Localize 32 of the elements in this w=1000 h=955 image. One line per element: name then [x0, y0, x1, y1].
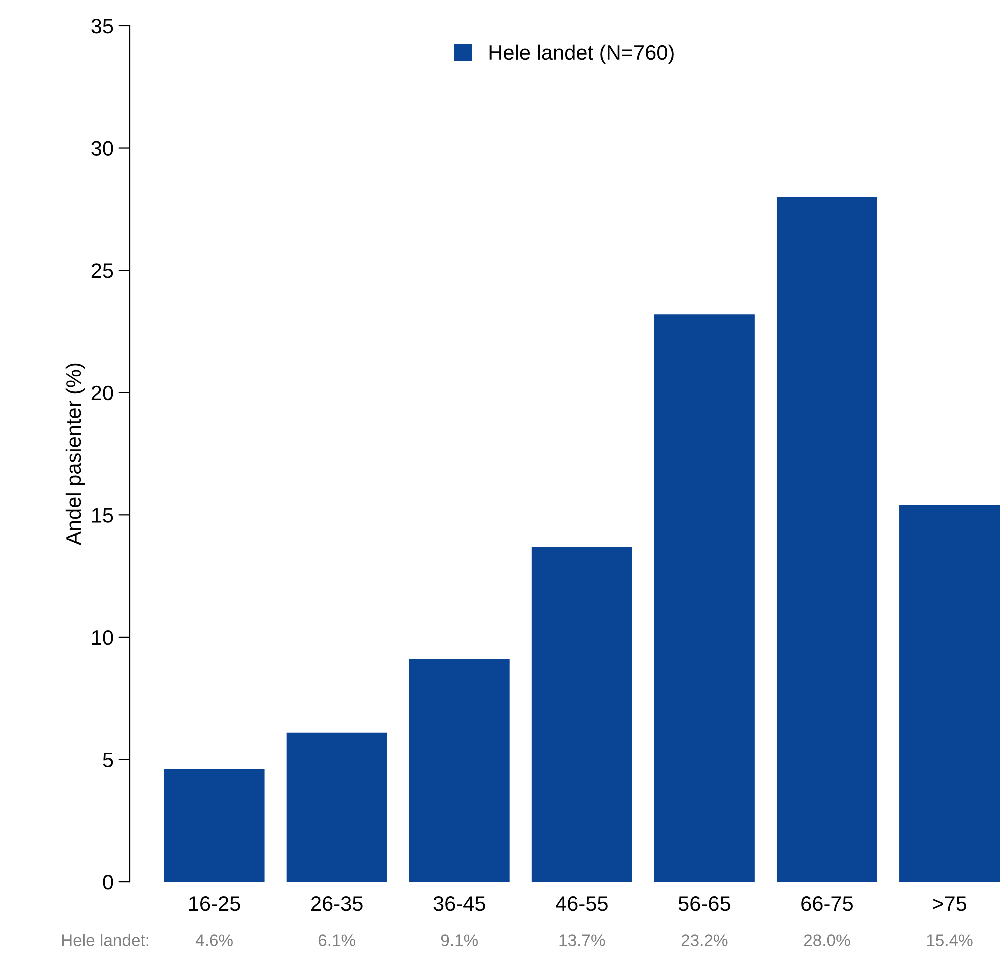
data-label: 6.1%	[318, 934, 356, 946]
bar	[532, 546, 632, 882]
y-tick-label: 20	[92, 386, 114, 401]
y-tick-label: 0	[103, 875, 114, 890]
bar	[654, 314, 755, 882]
data-label: 23.2%	[682, 934, 728, 946]
bar	[409, 659, 510, 882]
data-label: 4.6%	[196, 934, 233, 946]
y-tick-label: 25	[92, 264, 114, 278]
data-label: 28.0%	[804, 934, 850, 946]
x-tick-label: 26-35	[311, 896, 363, 912]
y-tick-label: 10	[92, 630, 114, 646]
y-tick-label: 35	[92, 18, 114, 34]
data-label: 15.4%	[927, 934, 973, 946]
x-tick-label: >75	[933, 896, 967, 912]
text: Hele landet:	[62, 934, 148, 946]
data-label: 13.7%	[560, 934, 606, 946]
x-tick-label: 56-65	[678, 896, 730, 912]
bar	[286, 732, 388, 882]
data-label: 9.1%	[441, 934, 478, 946]
y-tick-label: 15	[92, 508, 114, 523]
x-tick-label: 46-55	[556, 896, 608, 912]
bar	[776, 197, 878, 882]
legend-label: Hele landet (N=760)	[490, 44, 674, 64]
bar	[900, 505, 1000, 882]
y-axis-title: Andel pasienter (%)	[66, 364, 86, 546]
x-tick-label: 16-25	[190, 896, 240, 912]
y-tick-label: 5	[103, 752, 114, 768]
bar	[164, 770, 265, 882]
x-tick-label: 66-75	[802, 896, 853, 912]
y-tick-label: 30	[92, 141, 114, 156]
x-tick-label: 36-45	[434, 896, 486, 912]
